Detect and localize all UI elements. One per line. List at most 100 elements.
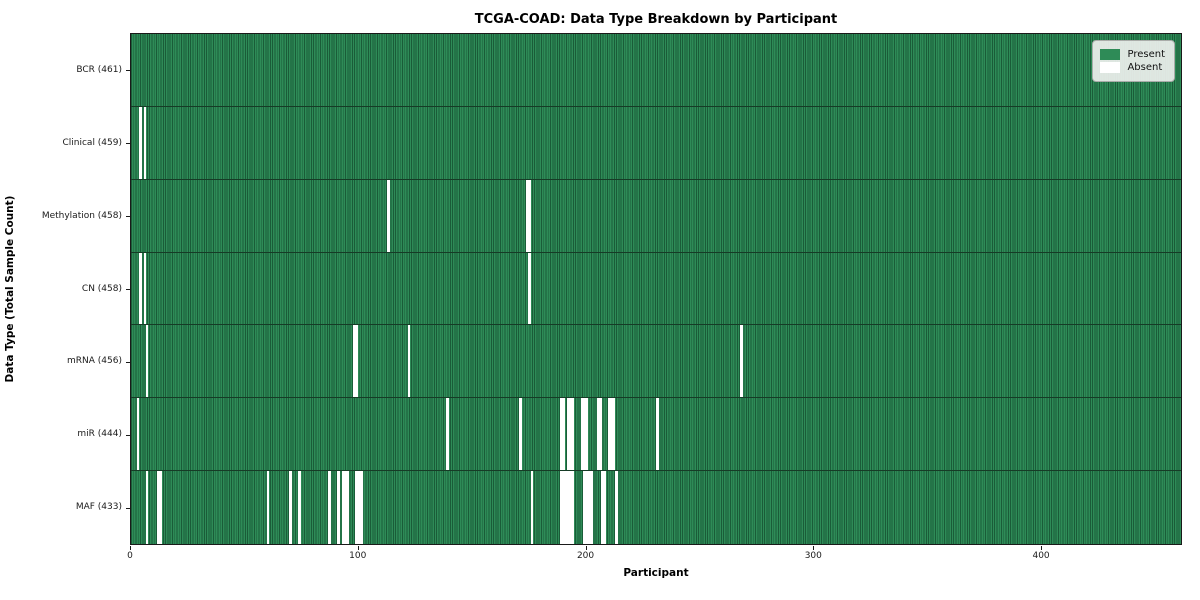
absent-stripe bbox=[530, 471, 534, 544]
absent-stripe bbox=[740, 325, 743, 398]
absent-stripe bbox=[587, 471, 591, 544]
y-tick-label-mir: miR (444) bbox=[77, 429, 122, 440]
y-tick-mark bbox=[126, 70, 130, 72]
absent-stripe bbox=[387, 179, 390, 252]
absent-stripe bbox=[564, 471, 568, 544]
plot-area: Present Absent bbox=[130, 33, 1182, 545]
absent-stripe bbox=[567, 398, 570, 471]
absent-stripe bbox=[612, 398, 616, 471]
absent-stripe bbox=[610, 398, 614, 471]
absent-stripe bbox=[571, 471, 575, 544]
row-band-clinical bbox=[131, 106, 1181, 180]
absent-stripe bbox=[145, 325, 149, 398]
x-tick-mark bbox=[813, 546, 815, 550]
x-tick-label: 100 bbox=[349, 551, 367, 561]
y-tick-mark bbox=[126, 434, 130, 436]
legend-swatch-present bbox=[1100, 49, 1121, 60]
absent-stripe bbox=[603, 471, 607, 544]
absent-stripe bbox=[337, 471, 340, 544]
absent-stripe bbox=[528, 179, 532, 252]
absent-stripe bbox=[266, 471, 270, 544]
x-tick-label: 300 bbox=[804, 551, 822, 561]
absent-stripe bbox=[359, 471, 363, 544]
x-tick-mark bbox=[585, 546, 587, 550]
absent-stripe bbox=[528, 252, 532, 325]
row-band-bcr bbox=[131, 34, 1181, 107]
legend-entry-present: Present bbox=[1100, 49, 1165, 60]
absent-stripe bbox=[328, 471, 331, 544]
x-tick-mark bbox=[1041, 546, 1043, 550]
x-tick-label: 200 bbox=[576, 551, 595, 561]
absent-stripe bbox=[585, 471, 589, 544]
x-tick-label: 0 bbox=[127, 551, 133, 561]
absent-stripe bbox=[585, 398, 589, 471]
absent-stripe bbox=[341, 471, 345, 544]
absent-stripe bbox=[571, 398, 575, 471]
absent-stripe bbox=[138, 106, 142, 179]
absent-stripe bbox=[569, 398, 573, 471]
absent-stripe bbox=[446, 398, 450, 471]
absent-stripe bbox=[615, 471, 618, 544]
absent-stripe bbox=[608, 398, 611, 471]
absent-stripe bbox=[143, 106, 147, 179]
absent-stripe bbox=[298, 471, 302, 544]
absent-stripe bbox=[143, 252, 147, 325]
x-tick-mark bbox=[130, 546, 131, 550]
absent-stripe bbox=[562, 398, 566, 471]
legend-entry-absent: Absent bbox=[1100, 62, 1165, 73]
absent-stripe bbox=[583, 471, 586, 544]
legend-swatch-absent bbox=[1100, 62, 1121, 73]
absent-stripe bbox=[596, 398, 600, 471]
absent-stripe bbox=[357, 471, 361, 544]
legend-label: Absent bbox=[1127, 62, 1163, 73]
absent-stripe bbox=[355, 325, 359, 398]
y-tick-label-bcr: BCR (461) bbox=[76, 64, 122, 75]
absent-stripe bbox=[346, 471, 349, 544]
row-band-maf bbox=[131, 471, 1181, 544]
absent-stripe bbox=[519, 398, 522, 471]
absent-stripe bbox=[656, 398, 659, 471]
row-band-mir bbox=[131, 398, 1181, 472]
y-tick-mark bbox=[126, 216, 130, 218]
absent-stripe bbox=[567, 471, 570, 544]
row-band-methylation bbox=[131, 179, 1181, 253]
absent-stripe bbox=[138, 252, 142, 325]
absent-stripe bbox=[560, 471, 563, 544]
y-tick-label-clinical: Clinical (459) bbox=[62, 137, 122, 148]
absent-stripe bbox=[562, 471, 566, 544]
y-tick-label-cn: CN (458) bbox=[81, 283, 122, 294]
presence-matrix bbox=[131, 34, 1181, 544]
x-axis-label: Participant bbox=[623, 567, 689, 579]
absent-stripe bbox=[136, 398, 140, 471]
absent-stripe bbox=[289, 471, 292, 544]
y-axis-label: Data Type (Total Sample Count) bbox=[4, 195, 16, 383]
legend: Present Absent bbox=[1092, 40, 1175, 82]
absent-stripe bbox=[355, 471, 359, 544]
absent-stripe bbox=[526, 179, 529, 252]
absent-stripe bbox=[343, 471, 347, 544]
y-tick-mark bbox=[126, 143, 130, 145]
absent-stripe bbox=[569, 471, 573, 544]
row-band-mrna bbox=[131, 325, 1181, 399]
x-tick-mark bbox=[357, 546, 359, 550]
y-tick-mark bbox=[126, 289, 130, 290]
absent-stripe bbox=[353, 325, 356, 398]
absent-stripe bbox=[157, 471, 160, 544]
absent-stripe bbox=[407, 325, 411, 398]
absent-stripe bbox=[580, 398, 584, 471]
y-tick-mark bbox=[126, 507, 130, 509]
absent-stripe bbox=[583, 398, 586, 471]
chart-title: TCGA-COAD: Data Type Breakdown by Partic… bbox=[474, 12, 838, 27]
y-tick-label-methylation: Methylation (458) bbox=[41, 210, 122, 221]
absent-stripe bbox=[145, 471, 149, 544]
absent-stripe bbox=[560, 398, 563, 471]
y-tick-label-mrna: mRNA (456) bbox=[67, 356, 122, 367]
y-tick-label-maf: MAF (433) bbox=[75, 502, 122, 513]
absent-stripe bbox=[601, 471, 604, 544]
legend-label: Present bbox=[1127, 49, 1165, 60]
x-tick-label: 400 bbox=[1032, 551, 1050, 561]
absent-stripe bbox=[599, 398, 602, 471]
y-tick-mark bbox=[126, 361, 130, 363]
absent-stripe bbox=[589, 471, 593, 544]
